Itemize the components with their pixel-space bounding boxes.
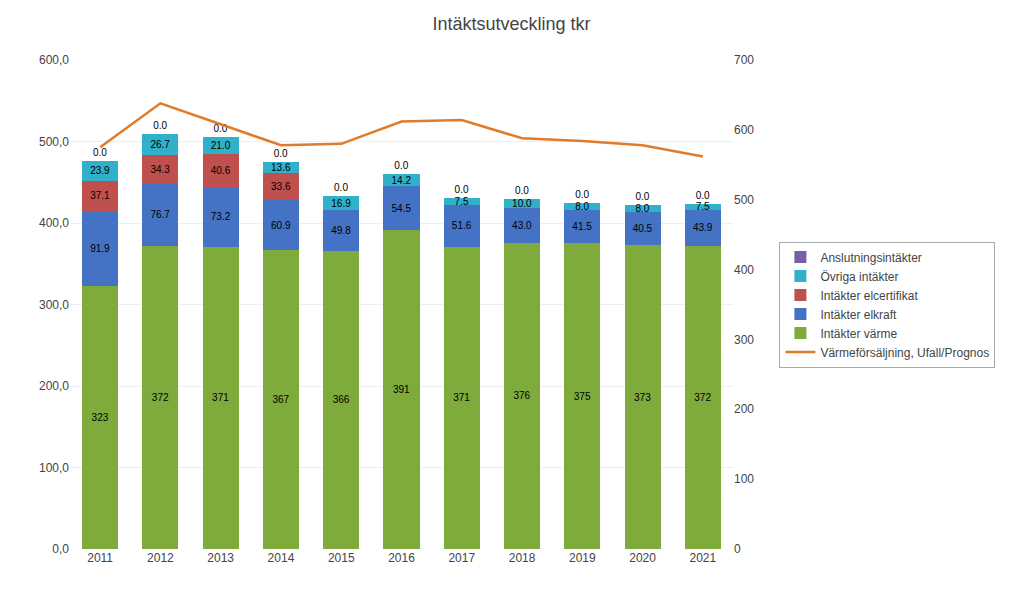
svg-text:Intäkter värme: Intäkter värme bbox=[820, 327, 897, 341]
svg-text:0.0: 0.0 bbox=[515, 185, 529, 196]
svg-text:200: 200 bbox=[734, 402, 754, 416]
svg-text:372: 372 bbox=[694, 392, 711, 403]
svg-text:43.0: 43.0 bbox=[512, 220, 532, 231]
svg-text:8.0: 8.0 bbox=[575, 201, 589, 212]
svg-text:60.9: 60.9 bbox=[271, 220, 291, 231]
svg-text:Övriga intäkter: Övriga intäkter bbox=[820, 270, 898, 284]
svg-text:371: 371 bbox=[212, 392, 229, 403]
svg-text:0.0: 0.0 bbox=[635, 191, 649, 202]
svg-text:372: 372 bbox=[152, 392, 169, 403]
svg-text:0.0: 0.0 bbox=[153, 120, 167, 131]
svg-text:2021: 2021 bbox=[690, 551, 717, 565]
svg-text:51.6: 51.6 bbox=[452, 220, 472, 231]
svg-text:10.0: 10.0 bbox=[512, 198, 532, 209]
svg-text:0.0: 0.0 bbox=[696, 190, 710, 201]
svg-text:23.9: 23.9 bbox=[90, 165, 110, 176]
svg-text:49.8: 49.8 bbox=[331, 225, 351, 236]
svg-text:500: 500 bbox=[734, 193, 754, 207]
svg-text:391: 391 bbox=[393, 384, 410, 395]
svg-text:2015: 2015 bbox=[328, 551, 355, 565]
svg-text:700: 700 bbox=[734, 53, 754, 67]
svg-text:2011: 2011 bbox=[87, 551, 113, 565]
svg-text:2017: 2017 bbox=[448, 551, 475, 565]
svg-text:41.5: 41.5 bbox=[572, 221, 592, 232]
svg-text:0.0: 0.0 bbox=[214, 123, 228, 134]
svg-text:373: 373 bbox=[634, 392, 651, 403]
svg-text:54.5: 54.5 bbox=[392, 203, 412, 214]
svg-text:40.5: 40.5 bbox=[633, 223, 653, 234]
svg-text:16.9: 16.9 bbox=[331, 198, 351, 209]
svg-text:26.7: 26.7 bbox=[150, 139, 170, 150]
svg-text:Intäktsutveckling tkr: Intäktsutveckling tkr bbox=[432, 14, 590, 34]
svg-text:400: 400 bbox=[734, 263, 754, 277]
svg-text:Anslutningsintäkter: Anslutningsintäkter bbox=[820, 251, 921, 265]
svg-text:500,0: 500,0 bbox=[39, 135, 69, 149]
svg-text:366: 366 bbox=[333, 394, 350, 405]
svg-text:300,0: 300,0 bbox=[39, 298, 69, 312]
svg-text:0.0: 0.0 bbox=[93, 147, 107, 158]
svg-text:2012: 2012 bbox=[147, 551, 174, 565]
svg-text:7.5: 7.5 bbox=[455, 196, 469, 207]
svg-text:33.6: 33.6 bbox=[271, 181, 291, 192]
svg-text:323: 323 bbox=[92, 412, 109, 423]
svg-text:600,0: 600,0 bbox=[39, 53, 69, 67]
svg-text:200,0: 200,0 bbox=[39, 379, 69, 393]
svg-text:0.0: 0.0 bbox=[274, 148, 288, 159]
svg-text:Värmeförsäljning, Ufall/Progno: Värmeförsäljning, Ufall/Prognos bbox=[820, 346, 989, 360]
svg-text:100,0: 100,0 bbox=[39, 461, 69, 475]
svg-text:76.7: 76.7 bbox=[150, 209, 170, 220]
svg-text:2020: 2020 bbox=[629, 551, 656, 565]
svg-text:43.9: 43.9 bbox=[693, 222, 713, 233]
svg-text:2019: 2019 bbox=[569, 551, 596, 565]
svg-text:73.2: 73.2 bbox=[211, 211, 231, 222]
svg-text:40.6: 40.6 bbox=[211, 165, 231, 176]
svg-text:13.6: 13.6 bbox=[271, 162, 291, 173]
svg-text:37.1: 37.1 bbox=[90, 190, 110, 201]
svg-text:8.0: 8.0 bbox=[635, 203, 649, 214]
svg-text:91.9: 91.9 bbox=[90, 243, 110, 254]
svg-text:34.3: 34.3 bbox=[150, 164, 170, 175]
svg-text:Intäkter elcertifikat: Intäkter elcertifikat bbox=[820, 289, 918, 303]
svg-text:375: 375 bbox=[574, 391, 591, 402]
svg-text:376: 376 bbox=[513, 390, 530, 401]
svg-text:2013: 2013 bbox=[207, 551, 234, 565]
svg-text:2014: 2014 bbox=[268, 551, 295, 565]
svg-text:0.0: 0.0 bbox=[455, 184, 469, 195]
svg-text:2018: 2018 bbox=[509, 551, 536, 565]
svg-text:0,0: 0,0 bbox=[52, 542, 69, 556]
svg-text:371: 371 bbox=[453, 392, 470, 403]
svg-text:0.0: 0.0 bbox=[334, 182, 348, 193]
svg-text:367: 367 bbox=[272, 394, 289, 405]
svg-text:600: 600 bbox=[734, 123, 754, 137]
svg-text:0.0: 0.0 bbox=[575, 189, 589, 200]
svg-text:2016: 2016 bbox=[388, 551, 415, 565]
svg-text:Intäkter elkraft: Intäkter elkraft bbox=[820, 308, 897, 322]
svg-text:14.2: 14.2 bbox=[392, 175, 412, 186]
svg-text:21.0: 21.0 bbox=[211, 140, 231, 151]
svg-text:0: 0 bbox=[734, 542, 741, 556]
svg-text:100: 100 bbox=[734, 472, 754, 486]
svg-text:7.5: 7.5 bbox=[696, 201, 710, 212]
svg-text:300: 300 bbox=[734, 333, 754, 347]
svg-text:400,0: 400,0 bbox=[39, 216, 69, 230]
svg-text:0.0: 0.0 bbox=[394, 160, 408, 171]
